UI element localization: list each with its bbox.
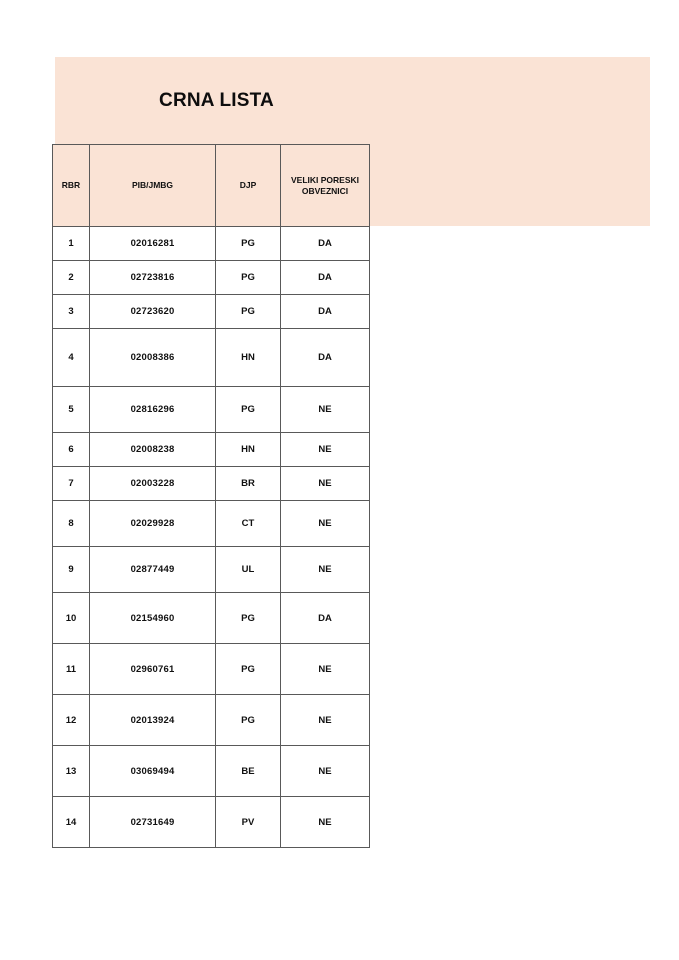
cell-djp: PV [215, 796, 281, 848]
cell-vpo: NE [280, 466, 370, 501]
crna-lista-table: RBR PIB/JMBG DJP VELIKI PORESKI OBVEZNIC… [52, 144, 370, 848]
table-row: 13 03069494 BE NE [52, 745, 370, 797]
table-row: 8 02029928 CT NE [52, 500, 370, 547]
cell-pib: 02008386 [89, 328, 216, 387]
cell-vpo: DA [280, 592, 370, 644]
cell-rbr: 6 [52, 432, 90, 467]
cell-rbr: 11 [52, 643, 90, 695]
column-header-veliki-poreski-obveznici: VELIKI PORESKI OBVEZNICI [280, 144, 370, 227]
table-row: 6 02008238 HN NE [52, 432, 370, 467]
cell-djp: PG [215, 294, 281, 329]
cell-vpo: NE [280, 386, 370, 433]
cell-djp: PG [215, 643, 281, 695]
table-row: 2 02723816 PG DA [52, 260, 370, 295]
cell-djp: PG [215, 592, 281, 644]
cell-rbr: 14 [52, 796, 90, 848]
cell-rbr: 3 [52, 294, 90, 329]
page-title: CRNA LISTA [159, 90, 274, 111]
cell-rbr: 7 [52, 466, 90, 501]
cell-pib: 02723620 [89, 294, 216, 329]
cell-djp: CT [215, 500, 281, 547]
cell-vpo: NE [280, 745, 370, 797]
cell-vpo: NE [280, 796, 370, 848]
table-row: 7 02003228 BR NE [52, 466, 370, 501]
column-header-djp: DJP [215, 144, 281, 227]
cell-rbr: 8 [52, 500, 90, 547]
table-body: 1 02016281 PG DA 2 02723816 PG DA 3 02723620 PG DA 4… [52, 226, 370, 848]
cell-rbr: 12 [52, 694, 90, 746]
cell-vpo: NE [280, 500, 370, 547]
column-header-pib-jmbg: PIB/JMBG [89, 144, 216, 227]
cell-djp: PG [215, 694, 281, 746]
cell-pib: 02013924 [89, 694, 216, 746]
cell-rbr: 1 [52, 226, 90, 261]
cell-vpo: DA [280, 226, 370, 261]
table-row: 9 02877449 UL NE [52, 546, 370, 593]
cell-pib: 03069494 [89, 745, 216, 797]
cell-vpo: NE [280, 643, 370, 695]
table-row: 3 02723620 PG DA [52, 294, 370, 329]
cell-djp: BR [215, 466, 281, 501]
cell-rbr: 9 [52, 546, 90, 593]
cell-pib: 02008238 [89, 432, 216, 467]
table-row: 12 02013924 PG NE [52, 694, 370, 746]
cell-pib: 02723816 [89, 260, 216, 295]
cell-djp: HN [215, 328, 281, 387]
cell-pib: 02877449 [89, 546, 216, 593]
cell-pib: 02731649 [89, 796, 216, 848]
cell-vpo: NE [280, 546, 370, 593]
table-row: 11 02960761 PG NE [52, 643, 370, 695]
cell-vpo: DA [280, 328, 370, 387]
cell-vpo: DA [280, 260, 370, 295]
cell-pib: 02029928 [89, 500, 216, 547]
cell-pib: 02154960 [89, 592, 216, 644]
table-row: 10 02154960 PG DA [52, 592, 370, 644]
cell-djp: PG [215, 226, 281, 261]
table-header-row: RBR PIB/JMBG DJP VELIKI PORESKI OBVEZNIC… [52, 144, 370, 227]
cell-vpo: DA [280, 294, 370, 329]
table-row: 5 02816296 PG NE [52, 386, 370, 433]
table-row: 1 02016281 PG DA [52, 226, 370, 261]
table-header: RBR PIB/JMBG DJP VELIKI PORESKI OBVEZNIC… [52, 144, 370, 227]
column-header-rbr: RBR [52, 144, 90, 227]
cell-rbr: 4 [52, 328, 90, 387]
cell-rbr: 13 [52, 745, 90, 797]
cell-pib: 02960761 [89, 643, 216, 695]
cell-rbr: 10 [52, 592, 90, 644]
cell-pib: 02016281 [89, 226, 216, 261]
cell-djp: BE [215, 745, 281, 797]
cell-rbr: 2 [52, 260, 90, 295]
cell-djp: PG [215, 260, 281, 295]
cell-rbr: 5 [52, 386, 90, 433]
cell-pib: 02003228 [89, 466, 216, 501]
cell-djp: PG [215, 386, 281, 433]
cell-djp: UL [215, 546, 281, 593]
table-row: 14 02731649 PV NE [52, 796, 370, 848]
cell-pib: 02816296 [89, 386, 216, 433]
cell-djp: HN [215, 432, 281, 467]
table-row: 4 02008386 HN DA [52, 328, 370, 387]
cell-vpo: NE [280, 694, 370, 746]
cell-vpo: NE [280, 432, 370, 467]
